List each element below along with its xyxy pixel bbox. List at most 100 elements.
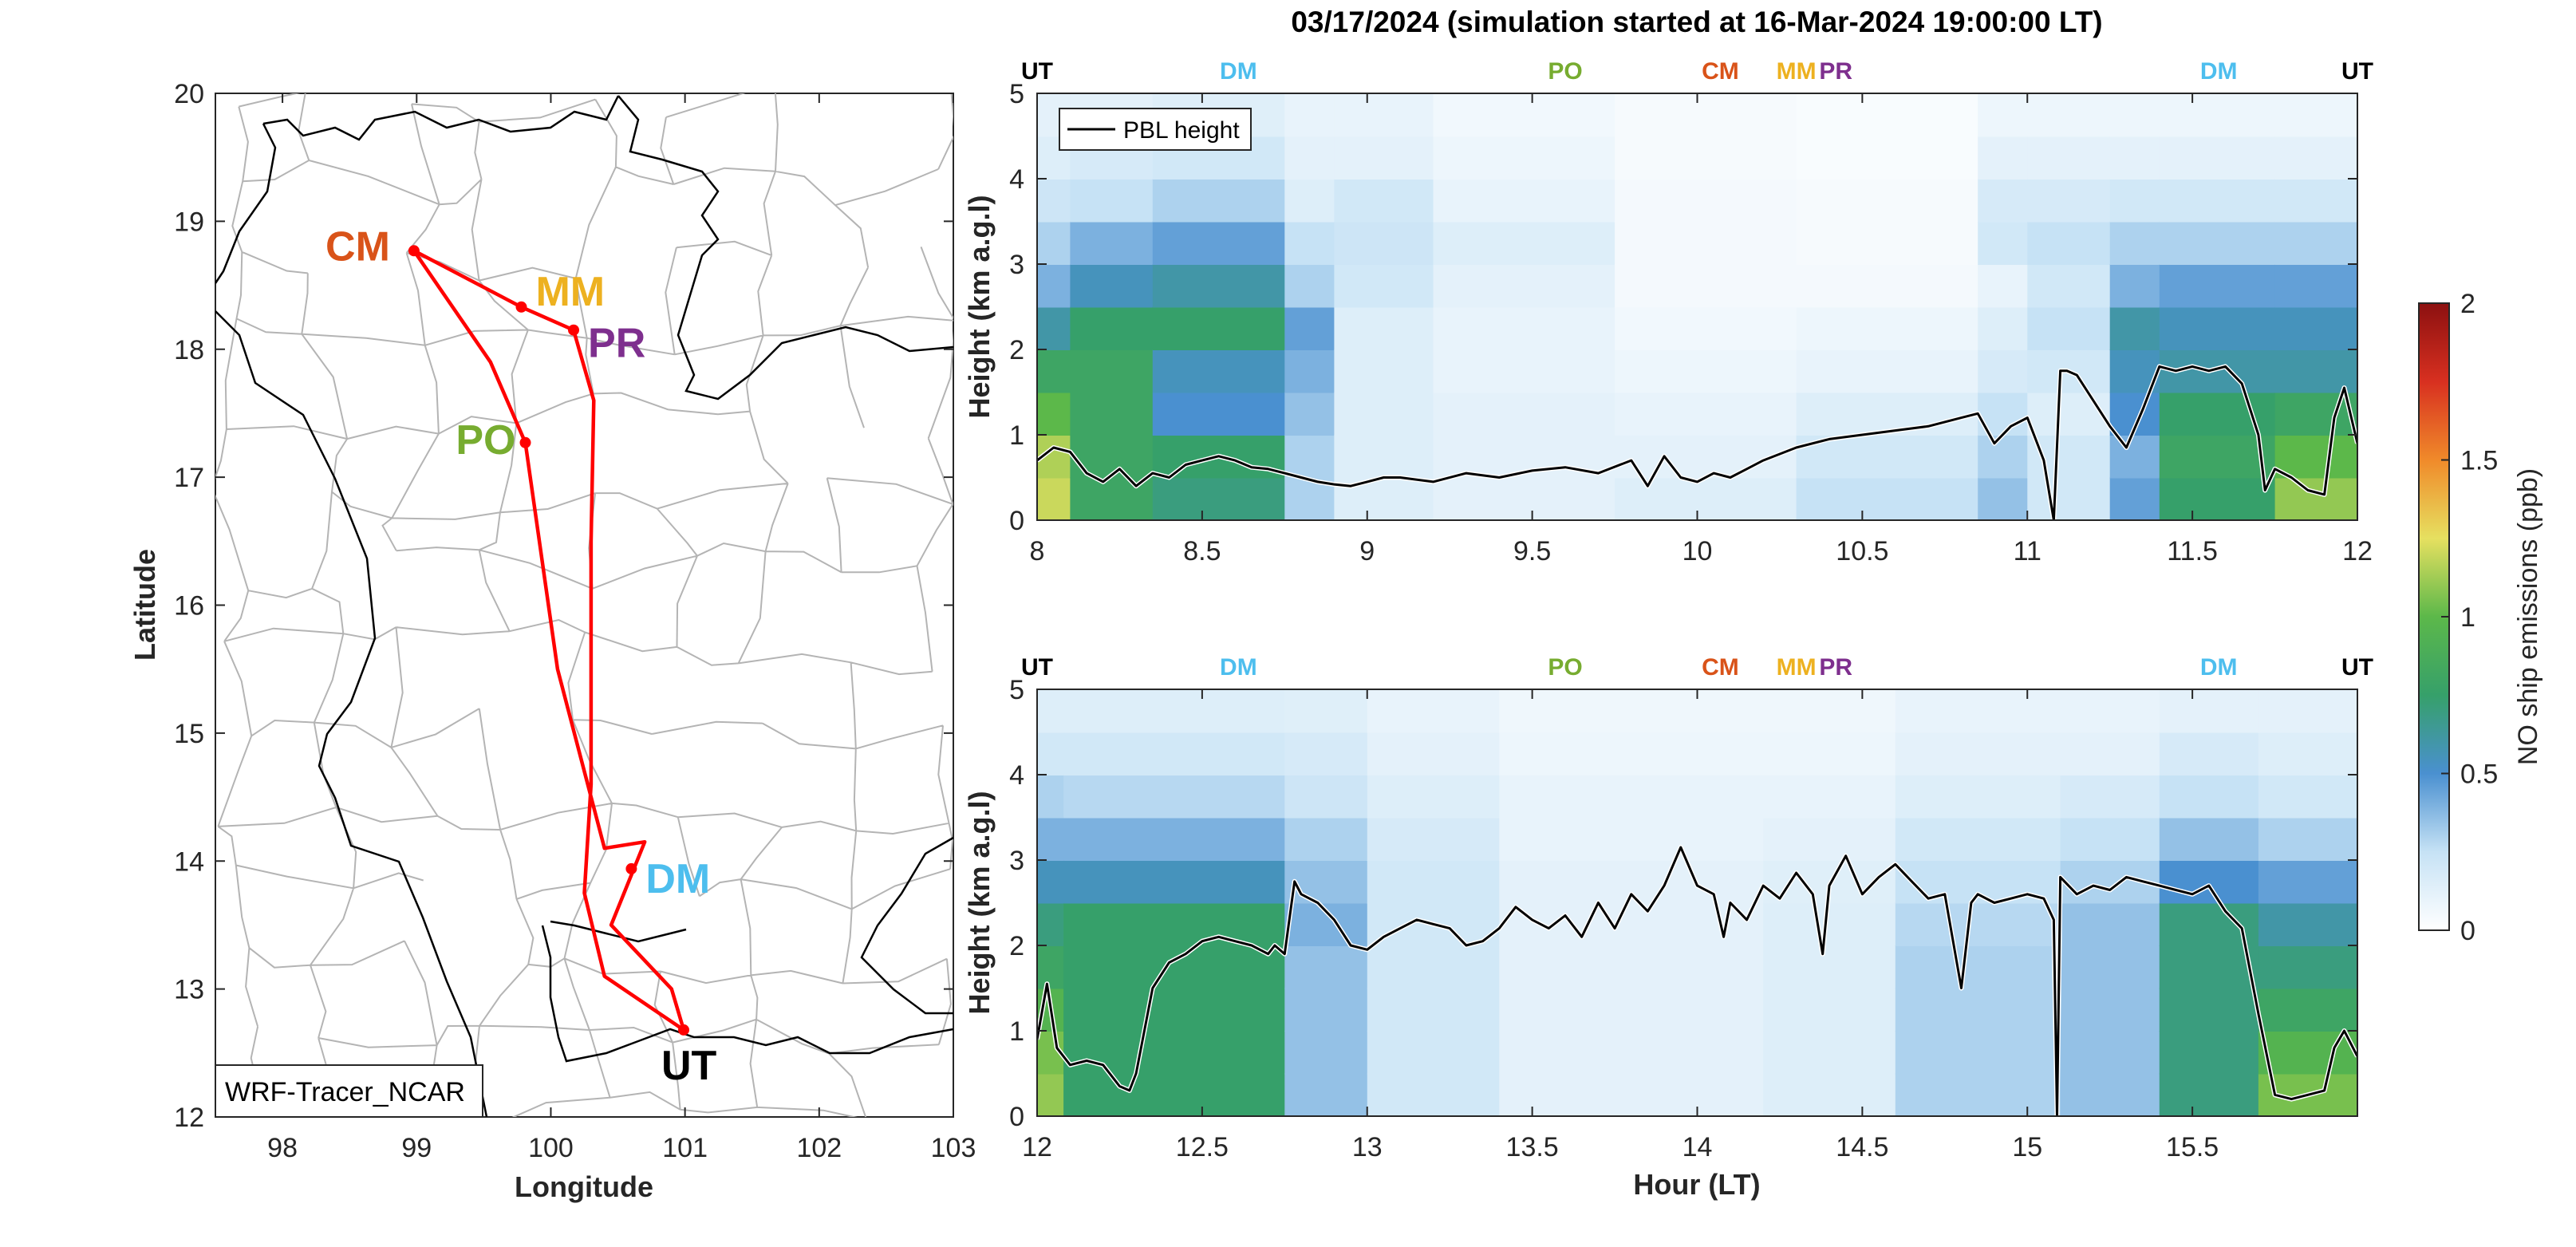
no-cell <box>2258 945 2357 989</box>
no-cell <box>1615 306 1797 350</box>
site-marker-pr: PR <box>1819 58 1852 85</box>
no-cell <box>1284 221 1335 265</box>
no-cell <box>2060 988 2160 1032</box>
no-cell <box>1334 264 1434 308</box>
no-cell <box>1284 1073 1368 1116</box>
map-site-label-ut: UT <box>661 1043 717 1089</box>
map-xtick-label: 103 <box>931 1133 976 1163</box>
no-cell <box>1070 179 1154 223</box>
no-cell <box>2027 93 2111 137</box>
no-cell <box>1037 306 1071 350</box>
no-cell <box>1063 1073 1286 1116</box>
map-xtick-label: 99 <box>401 1133 432 1163</box>
map-ylabel: Latitude <box>128 549 161 661</box>
no-cell <box>2274 392 2357 436</box>
no-cell <box>2274 221 2357 265</box>
no-cell <box>2060 732 2160 775</box>
curtain-xtick-label: 8 <box>1030 536 1045 566</box>
no-cell <box>1152 264 1286 308</box>
no-cell <box>2274 477 2357 520</box>
no-cell <box>2159 179 2276 223</box>
no-cell <box>1433 477 1616 520</box>
no-cell <box>1499 775 1765 819</box>
no-cell <box>1978 179 2029 223</box>
no-cell <box>1284 93 1335 137</box>
no-cell <box>2258 817 2357 861</box>
model-label-box <box>215 1064 483 1118</box>
no-cell <box>1433 93 1616 137</box>
no-cell <box>1334 392 1434 436</box>
no-cell <box>2159 860 2259 904</box>
map-xlabel: Longitude <box>515 1170 653 1203</box>
no-cell <box>2060 775 2160 819</box>
map-site-label-dm: DM <box>645 856 710 902</box>
no-cell <box>2274 435 2357 479</box>
no-cell <box>2109 179 2160 223</box>
no-cell <box>1499 1031 1765 1075</box>
curtain-xtick-label: 11.5 <box>2167 536 2218 566</box>
curtain-ytick-label: 4 <box>1009 164 1024 195</box>
no-cell <box>1284 136 1335 180</box>
no-cell <box>1978 306 2029 350</box>
no-cell <box>1763 775 1896 819</box>
no-cell <box>1367 860 1501 904</box>
no-cell <box>1499 945 1765 989</box>
colorbar-tick-label: 1.5 <box>2460 446 2498 476</box>
no-cell <box>2159 136 2276 180</box>
curtain-field-top <box>1037 93 2357 520</box>
no-cell <box>1070 349 1154 393</box>
map-ytick-label: 18 <box>174 335 204 365</box>
site-marker-ut: UT <box>1021 58 1053 85</box>
curtain-xtick-label: 10 <box>1682 536 1713 566</box>
no-cell <box>1037 349 1071 393</box>
curtain-ytick-label: 5 <box>1009 79 1024 109</box>
no-cell <box>1978 221 2029 265</box>
no-cell <box>2109 477 2160 520</box>
no-cell <box>2159 435 2276 479</box>
map-panel: 98 99 100 101 102 103 12 13 14 15 16 17 18 19 20 Longi… <box>128 79 976 1203</box>
no-cell <box>2027 136 2111 180</box>
site-marker-mm: MM <box>1777 654 1817 681</box>
site-dot-ut <box>678 1024 689 1036</box>
no-cell <box>1367 689 1501 733</box>
no-cell <box>1499 689 1765 733</box>
no-cell <box>2027 477 2111 520</box>
no-cell <box>1763 732 1896 775</box>
no-cell <box>1615 477 1797 520</box>
site-dot-cm <box>408 245 420 257</box>
colorbar-label: NO ship emissions (ppb) <box>2513 468 2543 765</box>
no-cell <box>1763 1073 1896 1116</box>
site-marker-dm: DM <box>2200 58 2238 85</box>
site-marker-dm: DM <box>1220 654 1257 681</box>
no-cell <box>1763 689 1896 733</box>
curtain-xtick-label: 13.5 <box>1506 1132 1559 1162</box>
no-cell <box>1796 306 1979 350</box>
no-cell <box>1763 945 1896 989</box>
site-marker-po: PO <box>1548 58 1582 85</box>
no-cell <box>1063 945 1286 989</box>
curtain-xtick-label: 11 <box>2014 536 2041 566</box>
pbl-height-line <box>1037 846 2357 1116</box>
flight-track-group <box>408 245 689 1036</box>
no-cell <box>2060 902 2160 946</box>
map-ytick-label: 17 <box>174 463 204 493</box>
no-cell <box>1037 775 1065 819</box>
no-cell <box>2159 264 2276 308</box>
no-cell <box>2109 435 2160 479</box>
no-cell <box>2258 732 2357 775</box>
no-cell <box>1037 732 1065 775</box>
no-cell <box>2109 221 2160 265</box>
no-cell <box>1334 179 1434 223</box>
no-cell <box>1152 306 1286 350</box>
curtain-ytick-label: 3 <box>1009 846 1024 876</box>
no-cell <box>2109 136 2160 180</box>
no-cell <box>1615 136 1797 180</box>
no-cell <box>1284 945 1368 989</box>
site-marker-dm: DM <box>2200 654 2238 681</box>
no-cell <box>2159 221 2276 265</box>
no-cell <box>1070 221 1154 265</box>
site-marker-cm: CM <box>1702 654 1739 681</box>
curtain-field-bottom <box>1037 689 2357 1116</box>
no-cell <box>1037 1073 1065 1116</box>
